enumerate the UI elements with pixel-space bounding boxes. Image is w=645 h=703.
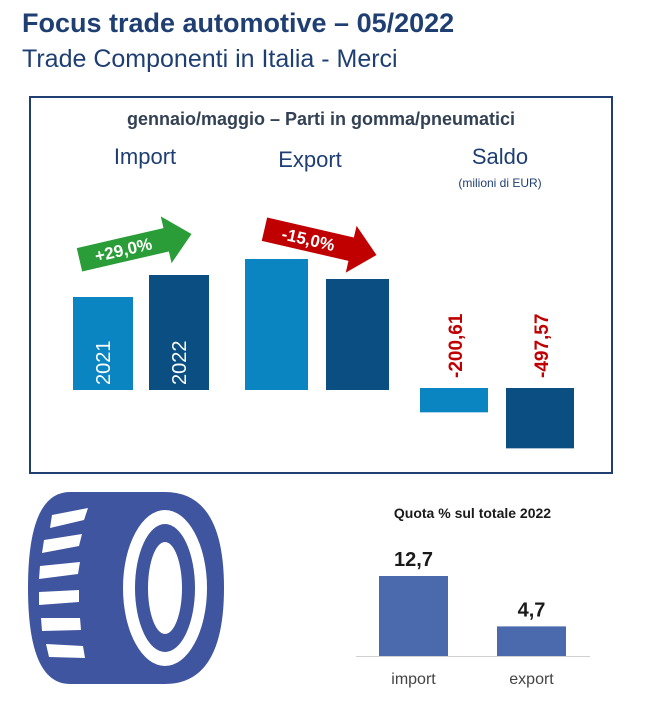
quota-category-label-import: import bbox=[391, 671, 436, 688]
saldo-header: Saldo bbox=[471, 144, 529, 169]
page-subtitle: Trade Componenti in Italia - Merci bbox=[22, 45, 398, 73]
import-change-arrow: +29,0% bbox=[76, 216, 192, 272]
tire-groove bbox=[42, 534, 82, 553]
tire-groove bbox=[50, 508, 88, 528]
year-label-2021: 2021 bbox=[93, 341, 115, 386]
year-label-2022: 2022 bbox=[169, 341, 191, 386]
tire-groove bbox=[39, 562, 80, 579]
quota-category-label-export: export bbox=[509, 671, 554, 688]
tire-groove bbox=[46, 644, 85, 658]
quota-bar-export bbox=[497, 626, 566, 656]
tire-groove bbox=[41, 618, 81, 631]
quota-value-label-import: 12,7 bbox=[394, 549, 433, 571]
arrow-up-icon bbox=[76, 216, 192, 272]
export-bar-2022 bbox=[326, 279, 389, 390]
export-bar-2021 bbox=[245, 259, 308, 390]
import-bar-2022 bbox=[149, 275, 209, 390]
saldo-bar-2022 bbox=[506, 388, 574, 449]
import-bar-2021 bbox=[73, 297, 133, 390]
unit-label: (milioni di EUR) bbox=[458, 176, 542, 190]
import-header: Import bbox=[113, 144, 177, 169]
saldo-value-label-2022: -497,57 bbox=[532, 314, 553, 378]
export-header: Export bbox=[278, 147, 342, 172]
saldo-value-label-2021: -200,61 bbox=[446, 313, 467, 378]
quota-bar-import bbox=[379, 576, 448, 656]
saldo-bar-2021 bbox=[420, 388, 488, 413]
tire-groove bbox=[39, 590, 79, 605]
quota-title: Quota % sul totale 2022 bbox=[393, 505, 552, 521]
trade-chart-panel: gennaio/maggio – Parti in gomma/pneumati… bbox=[29, 96, 613, 474]
quota-value-label-export: 4,7 bbox=[518, 599, 546, 621]
panel-title: gennaio/maggio – Parti in gomma/pneumati… bbox=[126, 109, 516, 129]
tire-hub bbox=[148, 542, 182, 634]
page-title: Focus trade automotive – 05/2022 bbox=[22, 8, 455, 38]
arrow-down-icon bbox=[261, 217, 377, 273]
tire-icon bbox=[28, 492, 224, 684]
